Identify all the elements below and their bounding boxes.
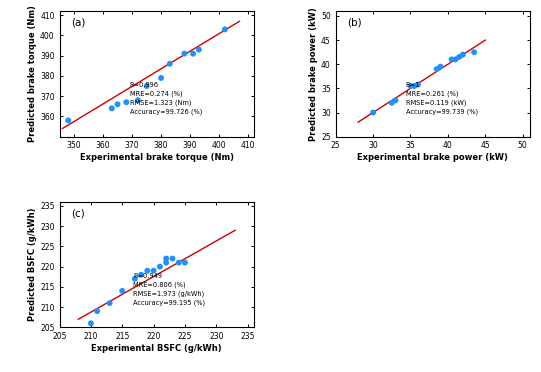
Point xyxy=(149,268,158,274)
Point xyxy=(387,100,396,106)
Point xyxy=(134,97,142,103)
Point xyxy=(189,51,197,57)
Point xyxy=(221,26,229,32)
Point xyxy=(166,61,174,67)
Text: R=0.996
MRE=0.274 (%)
RMSE=1.323 (Nm)
Accuracy=99.726 (%): R=0.996 MRE=0.274 (%) RMSE=1.323 (Nm) Ac… xyxy=(129,83,202,115)
Point xyxy=(162,260,170,266)
Point xyxy=(113,101,122,107)
Point xyxy=(436,64,445,70)
Point xyxy=(168,256,177,262)
Point xyxy=(156,264,164,270)
X-axis label: Experimental brake torque (Nm): Experimental brake torque (Nm) xyxy=(80,153,234,162)
Y-axis label: Predicted brake power (kW): Predicted brake power (kW) xyxy=(309,7,318,141)
Point xyxy=(181,260,189,266)
Point xyxy=(105,300,114,306)
Point xyxy=(108,105,116,111)
Point xyxy=(369,109,378,115)
X-axis label: Experimental BSFC (g/kWh): Experimental BSFC (g/kWh) xyxy=(91,344,222,353)
Text: R=1
MRE=0.261 (%)
RMSE=0.119 (kW)
Accuracy=99.739 (%): R=1 MRE=0.261 (%) RMSE=0.119 (kW) Accura… xyxy=(406,83,478,115)
Point xyxy=(414,81,423,87)
Point xyxy=(130,276,139,282)
Text: (c): (c) xyxy=(71,208,85,218)
Point xyxy=(118,288,127,294)
Point xyxy=(143,268,151,274)
Point xyxy=(93,308,102,314)
X-axis label: Experimental brake power (kW): Experimental brake power (kW) xyxy=(358,153,509,162)
Point xyxy=(459,52,467,58)
Point xyxy=(180,51,189,57)
Point xyxy=(470,49,478,55)
Text: (b): (b) xyxy=(347,17,362,28)
Point xyxy=(162,256,170,262)
Point xyxy=(195,46,203,52)
Point xyxy=(174,260,183,266)
Point xyxy=(406,83,415,89)
Point xyxy=(122,99,130,105)
Point xyxy=(432,66,441,72)
Point xyxy=(447,57,456,62)
Y-axis label: Predicted BSFC (g/kWh): Predicted BSFC (g/kWh) xyxy=(28,208,37,321)
Point xyxy=(87,320,95,326)
Point xyxy=(142,83,151,89)
Point xyxy=(391,97,400,103)
Y-axis label: Predicted brake torque (Nm): Predicted brake torque (Nm) xyxy=(28,6,37,142)
Text: R=0.949
MRE=0.806 (%)
RMSE=1.973 (g/kWh)
Accuracy=99.195 (%): R=0.949 MRE=0.806 (%) RMSE=1.973 (g/kWh)… xyxy=(134,273,206,306)
Point xyxy=(157,75,166,81)
Point xyxy=(451,57,460,62)
Text: (a): (a) xyxy=(71,17,85,28)
Point xyxy=(137,272,146,278)
Point xyxy=(455,54,464,60)
Point xyxy=(410,83,419,89)
Point xyxy=(64,118,72,124)
